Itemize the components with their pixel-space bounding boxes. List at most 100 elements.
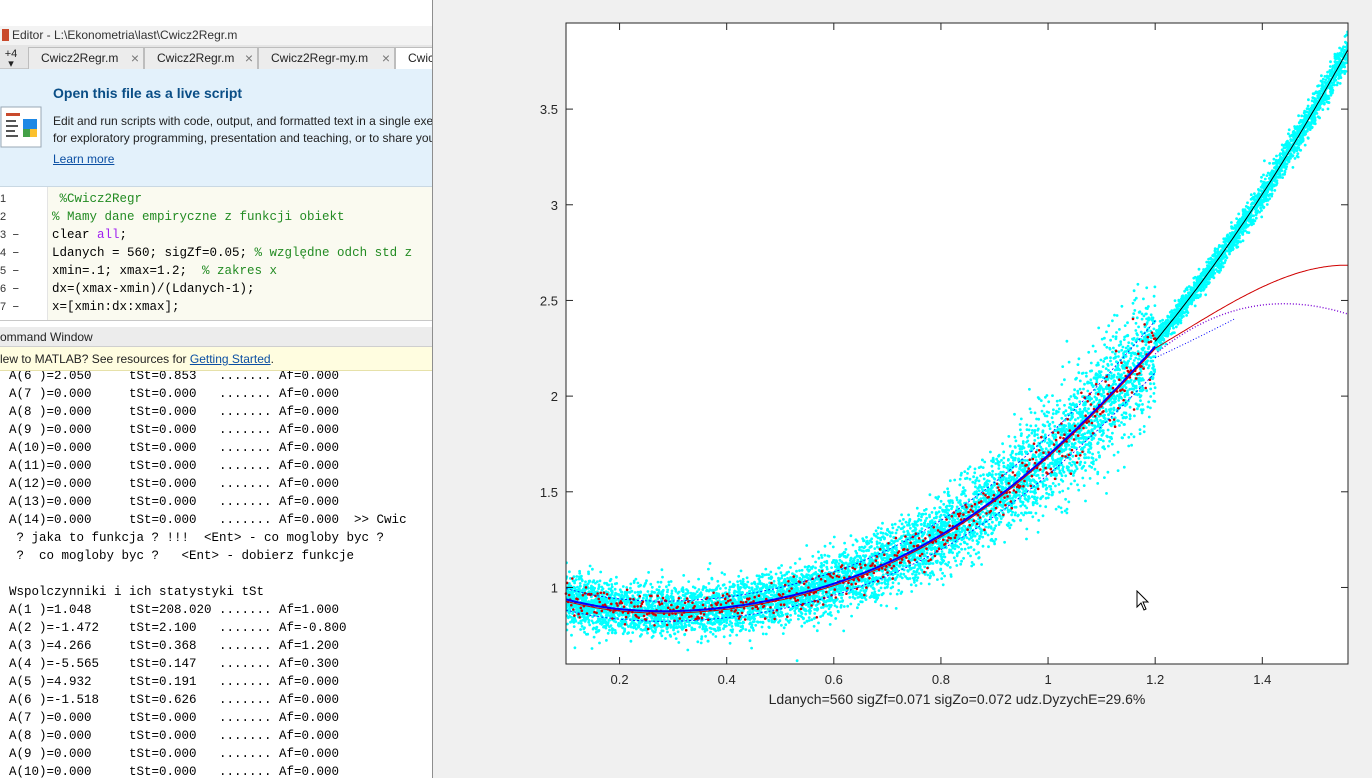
data-point [642,623,646,627]
getting-started-link[interactable]: Getting Started [189,352,271,366]
data-point [881,521,884,525]
data-point [1296,155,1300,159]
data-point [953,547,957,551]
data-point [981,544,985,548]
data-point [1097,326,1101,330]
data-point [1161,318,1164,322]
data-point [1133,372,1137,376]
data-point [1093,467,1097,471]
regression-plot[interactable]: 0.2 0.4 0.6 0.8 1 1.2 1.411.522.533.5 Ldanych=… [433,0,1372,778]
data-point [840,596,843,600]
data-point [1002,461,1005,465]
data-point [753,582,757,586]
close-icon[interactable]: × [244,50,253,66]
line-number: 4 [0,247,7,259]
data-point [1019,417,1023,421]
tab-cwic-active[interactable]: Cwic [395,47,440,69]
data-point [1072,474,1075,477]
data-point [822,563,826,567]
data-point [640,633,643,636]
data-point [639,590,642,594]
command-window-output[interactable]: A(6 )=2.050 tSt=0.853 ....... Af=0.000 A(… [0,371,440,778]
data-point [886,582,890,586]
data-point [1164,319,1168,322]
data-point [960,559,963,563]
data-point [977,551,980,554]
data-point [755,574,759,578]
tab-cwicz2regr-my[interactable]: Cwicz2Regr-my.m × [258,47,395,69]
data-point [681,590,685,594]
data-point [1124,411,1128,415]
data-point [780,574,784,578]
data-point [728,623,731,627]
data-point [1083,461,1087,464]
description-line-1: Edit and run scripts with code, output, … [53,114,434,128]
breakpoint-marker[interactable]: – [12,282,20,296]
data-point [1140,312,1144,316]
tab-cwicz2regr-2[interactable]: Cwicz2Regr.m × [144,47,258,69]
data-point [817,556,821,560]
close-icon[interactable]: × [130,50,139,66]
data-point [649,582,653,586]
data-point [659,580,663,584]
data-point [982,515,985,518]
data-point [969,545,973,549]
data-point [987,479,991,483]
tab-overflow-button[interactable]: +4 ▾ [0,49,22,70]
breakpoint-marker[interactable]: – [12,228,20,242]
close-icon[interactable]: × [381,50,390,66]
data-point [1090,369,1094,373]
data-point [607,587,611,591]
breakpoint-marker[interactable]: – [12,246,20,260]
data-point [592,626,596,630]
data-point [955,496,959,499]
data-point [1025,537,1028,541]
data-point [1287,132,1290,136]
tab-cwicz2regr-1[interactable]: Cwicz2Regr.m × [28,47,144,69]
data-point [771,615,775,618]
code-segment: % Mamy dane empiryczne z funkcji obiekt [52,210,345,224]
data-point [704,634,707,638]
data-point [941,571,944,575]
breakpoint-marker[interactable]: – [12,300,20,314]
output-line: A(7 )=0.000 tSt=0.000 ....... Af=0.000 [9,387,340,401]
data-point [1066,487,1070,490]
data-point [1055,440,1058,444]
data-point [1054,507,1058,511]
data-point [773,615,777,618]
data-point [820,553,823,557]
data-point [858,548,861,552]
data-point [1013,412,1016,416]
data-point [1100,337,1104,341]
data-point [980,563,983,566]
data-point [960,547,963,551]
learn-more-link[interactable]: Learn more [53,152,115,166]
data-point [600,585,604,589]
data-point [948,504,951,508]
data-point [1098,454,1101,458]
breakpoint-marker[interactable]: – [12,264,20,278]
data-point [1333,52,1337,56]
data-point [1120,348,1124,352]
data-point [577,621,581,625]
data-point [1127,444,1131,448]
data-point [1112,408,1116,412]
data-point [974,485,977,489]
data-point [1050,416,1054,420]
data-point [1275,179,1279,183]
data-point [1033,488,1037,492]
data-point [973,471,977,475]
code-editor[interactable]: 1 %Cwicz2Regr 2% Mamy dane empiryczne z f… [0,187,440,321]
data-point [1019,504,1023,508]
data-point [914,563,917,567]
data-point [1018,423,1022,426]
output-line: A(3 )=4.266 tSt=0.368 ....... Af=1.200 [9,639,340,653]
data-point [1118,328,1121,331]
data-point [969,554,972,558]
data-point [1020,511,1023,515]
data-point [1035,448,1039,452]
data-point [1130,443,1133,447]
data-point [1017,444,1021,448]
data-point [566,622,569,626]
data-point [699,641,703,645]
